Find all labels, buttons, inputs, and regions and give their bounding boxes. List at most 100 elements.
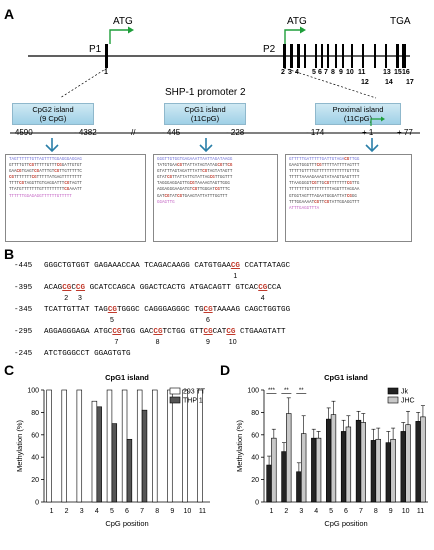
bar [315, 437, 322, 503]
coord-m228: - 228 [226, 128, 245, 137]
y-tick-label: 80 [251, 410, 259, 417]
x-tick-label: 1 [270, 508, 274, 515]
x-tick-label: 6 [125, 508, 129, 515]
x-tick-label: 8 [374, 508, 378, 515]
sequence-position: -295 [14, 328, 33, 336]
exon-number-5: 5 [312, 69, 316, 76]
sequence-row: -245 ATCTGGGCCT GGAGTGTG [14, 350, 131, 358]
bar [46, 389, 52, 503]
sequence-line: GTTTTTGATTTTTGATTGTAGACGTTGG [289, 158, 360, 162]
x-tick-label: 8 [155, 508, 159, 515]
sequence-position: -395 [14, 284, 33, 292]
cpg-site-number: 8 [155, 339, 160, 346]
panel-d-letter: D [220, 362, 231, 378]
sequence-position: -445 [14, 262, 33, 270]
bar [340, 431, 347, 503]
exon-number-13: 13 [383, 69, 391, 76]
sequence-line: ATTTGAGGTTTA [289, 206, 320, 211]
legend-swatch [387, 396, 399, 404]
x-tick-label: 10 [402, 508, 410, 515]
y-axis-label: Methylation (%) [235, 419, 244, 472]
exon-number-10: 10 [346, 69, 354, 76]
x-tick-label: 5 [329, 508, 333, 515]
bar [76, 389, 83, 503]
exon-number-2: 2 [281, 69, 285, 76]
y-tick-label: 80 [31, 410, 39, 417]
methylation-chart-c: CpG1 island 0 20 40 60 80 100 Methylation (%) Cp… [15, 373, 210, 528]
exon-number-17: 17 [406, 79, 414, 86]
bar [197, 389, 203, 503]
bar [121, 389, 128, 503]
coord-m4590: - 4590 [10, 128, 33, 137]
sequence-line: GTATTTAGTAGATTTATTCGTAGTATAGTT [157, 170, 233, 175]
y-tick-label: 0 [35, 500, 39, 507]
sequence-line: TTTGGAAAATCGTTCGTATTGGAGGTTT [289, 200, 360, 205]
sequence-text: AGGAGGGAGA ATGCCGTGG GACCGTCTGG GTTCGCAT… [44, 328, 286, 336]
sequence-line: CGTTTTTTTCGTTTTTATGAGTTTTTTTT [9, 176, 82, 181]
cpg-site-number: 4 [260, 295, 265, 302]
sequence-line: TTTTTAAAAGAAAGTATAAGTGAGTTTT [289, 176, 360, 181]
bar [281, 451, 287, 503]
exon-number-6: 6 [318, 69, 322, 76]
chart-title: CpG1 island [324, 373, 368, 382]
sequence-text: ATCTGGGCCT GGAGTGTG [44, 350, 131, 358]
bar [111, 423, 118, 503]
x-tick-label: 11 [199, 508, 206, 515]
sequence-text: TCATTGTTAT TAGCGTGGGC CAGGGAGGGC TGCGTAA… [44, 306, 291, 314]
sequence-position: -245 [14, 350, 33, 358]
x-tick-label: 9 [170, 508, 174, 515]
sequence-line: GTGGTAGTTTAGAATGGGATTATCGGG [289, 194, 357, 199]
promoter-line [10, 116, 420, 153]
y-tick-label: 0 [255, 500, 259, 507]
panel-b-letter: B [4, 246, 15, 262]
bar [91, 400, 98, 503]
bar [326, 418, 332, 503]
methylation-chart-d: CpG1 island 0 20 40 60 80 100 Methylation (%) Cp… [235, 373, 428, 528]
bar [167, 389, 173, 503]
sequence-line: GATCGTATCGTGAAGTATTATTTGGTTT [157, 194, 228, 199]
exons-group [283, 44, 406, 68]
bar [420, 416, 426, 503]
exon-number-7: 7 [324, 69, 328, 76]
bar [271, 437, 277, 503]
y-tick-label: 100 [27, 388, 39, 395]
promoter-title: SHP-1 promoter 2 [165, 87, 246, 98]
legend-label: Jk [401, 389, 409, 396]
bar [311, 437, 317, 503]
x-tick-label: 4 [314, 508, 318, 515]
x-tick-label: 2 [284, 508, 288, 515]
sequence-line: GTTTTGTTCGTTTTTGTTTCGGATTGTGT [9, 164, 82, 169]
exon-number-12: 12 [361, 79, 369, 86]
bar [152, 389, 158, 503]
sequence-line: TTAAGGGGTCGTTGCGTTTTTTTCGTTG [289, 182, 360, 187]
tss-arrow-1 [109, 29, 128, 44]
x-axis-label: CpG position [324, 519, 367, 528]
cpg-site-number: 1 [233, 273, 238, 280]
legend-label: THP 1 [183, 398, 203, 405]
cpg-site-number: 7 [114, 339, 119, 346]
bar [96, 406, 102, 503]
p2-label: P2 [263, 44, 276, 55]
y-tick-label: 40 [31, 455, 39, 462]
sequence-position: -345 [14, 306, 33, 314]
cpg1-island-count: (11CpG) [190, 114, 220, 123]
sequence-line: TATGTGAACGTTATTATAGTATAGCGTTCG [157, 164, 233, 169]
proximal-island-count: (11CpG) [343, 114, 373, 123]
bar [330, 414, 337, 503]
coord-p77: + 77 [397, 128, 413, 137]
y-tick-label: 20 [251, 477, 259, 484]
significance-label: ** [299, 388, 304, 394]
bar [126, 438, 133, 503]
sequence-line: GGAGTTG [157, 200, 175, 205]
exon-number-3: 3 [288, 69, 292, 76]
bar [296, 471, 302, 503]
x-tick-label: 6 [344, 508, 348, 515]
bar [390, 438, 396, 503]
gene-map [28, 26, 410, 99]
cpg-site-number: 5 [109, 317, 114, 324]
coord-m174: - 174 [306, 128, 325, 137]
bar [400, 431, 406, 503]
sequence-line: GAACGTGAGTCGATTTGTCGTTGTTTTTC [9, 170, 82, 175]
coord-p1: + 1 [362, 128, 374, 137]
y-axis-label: Methylation (%) [15, 419, 24, 472]
